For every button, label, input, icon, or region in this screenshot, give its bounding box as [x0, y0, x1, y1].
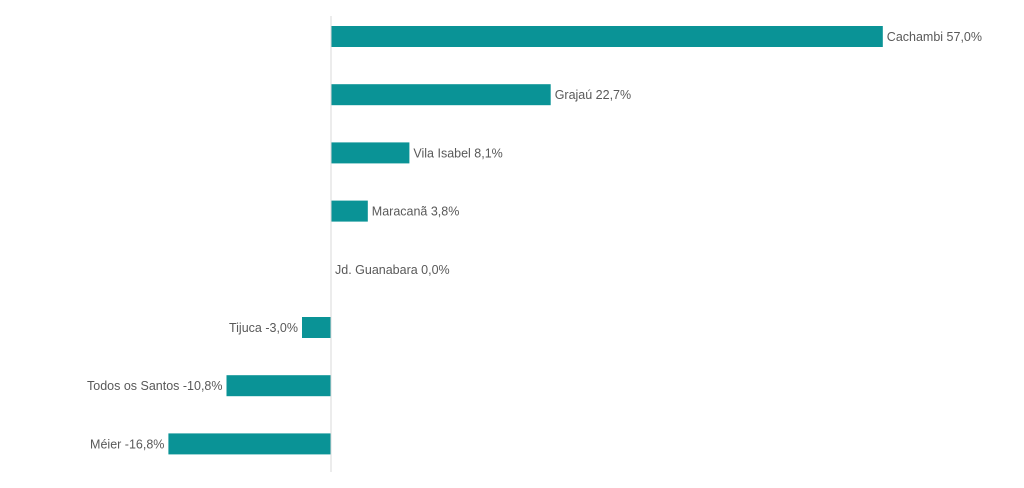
labels-group: Cachambi 57,0% Grajaú 22,7% Vila Isabel 8,…	[87, 30, 982, 451]
bar	[331, 200, 368, 222]
bar	[331, 142, 410, 164]
bar	[331, 84, 551, 106]
bar	[168, 433, 331, 455]
data-label: Cachambi 57,0%	[887, 30, 982, 44]
data-label: Jd. Guanabara 0,0%	[335, 263, 450, 277]
bar	[302, 317, 331, 338]
data-label: Todos os Santos -10,8%	[87, 379, 223, 393]
data-label: Grajaú 22,7%	[555, 88, 631, 102]
data-label: Méier -16,8%	[90, 437, 164, 451]
data-label: Vila Isabel 8,1%	[413, 146, 502, 160]
bar	[331, 26, 883, 47]
data-label: Tijuca -3,0%	[229, 321, 298, 335]
data-label: Maracanã 3,8%	[372, 205, 460, 219]
bar	[226, 375, 331, 397]
bars-group	[168, 26, 883, 455]
